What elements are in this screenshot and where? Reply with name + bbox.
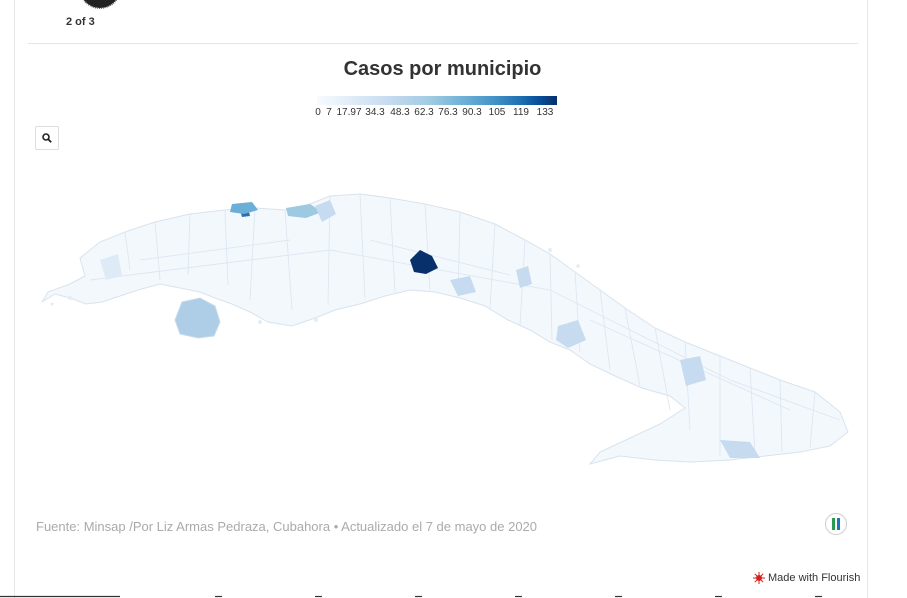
made-with-flourish-link[interactable]: Made with Flourish bbox=[753, 572, 860, 584]
cuba-island bbox=[41, 193, 849, 465]
municipality-holguin bbox=[680, 356, 706, 386]
legend-tick-label: 133 bbox=[536, 107, 554, 118]
legend-tick-label: 119 bbox=[513, 107, 529, 118]
pager-label: 2 of 3 bbox=[66, 16, 95, 28]
legend-tick-label: 76.3 bbox=[438, 107, 458, 118]
pager-dot[interactable] bbox=[79, 0, 121, 9]
legend-tick-label: 7 bbox=[326, 107, 332, 118]
legend-tick-label: 17.97 bbox=[336, 107, 362, 118]
legend-tick-label: 105 bbox=[488, 107, 506, 118]
cuba-municipality-map[interactable] bbox=[30, 180, 860, 480]
isla-de-la-juventud bbox=[174, 297, 221, 339]
municipality-matanzas bbox=[315, 200, 336, 222]
flourish-logo-icon bbox=[753, 572, 765, 584]
municipality-villa-clara-dark bbox=[410, 250, 438, 274]
municipality-santiago bbox=[720, 440, 760, 458]
legend-tick-label: 90.3 bbox=[462, 107, 482, 118]
legend-labels: 0 7 17.97 34.3 48.3 62.3 76.3 90.3 105 1… bbox=[312, 107, 558, 119]
municipality-ciego bbox=[516, 266, 532, 288]
map-title: Casos por municipio bbox=[343, 58, 542, 80]
legend-tick-label: 62.3 bbox=[414, 107, 434, 118]
municipality-habana-medium bbox=[230, 202, 258, 214]
municipality-sancti-spiritus bbox=[450, 276, 476, 296]
search-button[interactable] bbox=[35, 126, 59, 150]
legend-tick-label: 48.3 bbox=[390, 107, 410, 118]
color-legend: 0 7 17.97 34.3 48.3 62.3 76.3 90.3 105 1… bbox=[312, 96, 558, 119]
source-note: Fuente: Minsap /Por Liz Armas Pedraza, C… bbox=[36, 519, 538, 534]
divider bbox=[28, 43, 858, 44]
made-with-flourish-label: Made with Flourish bbox=[768, 572, 861, 584]
municipality-pinar bbox=[100, 254, 122, 280]
publisher-logo bbox=[825, 513, 847, 535]
legend-gradient-bar bbox=[317, 96, 557, 105]
publisher-logo-icon bbox=[832, 518, 840, 530]
cays bbox=[50, 248, 580, 324]
legend-tick-label: 0 bbox=[315, 107, 321, 118]
municipality-camaguey bbox=[556, 320, 586, 348]
municipality-mayabeque bbox=[286, 204, 322, 218]
legend-tick-label: 34.3 bbox=[365, 107, 385, 118]
bottom-edge bbox=[0, 595, 822, 598]
chart-frame bbox=[14, 0, 868, 598]
search-icon bbox=[42, 133, 52, 143]
